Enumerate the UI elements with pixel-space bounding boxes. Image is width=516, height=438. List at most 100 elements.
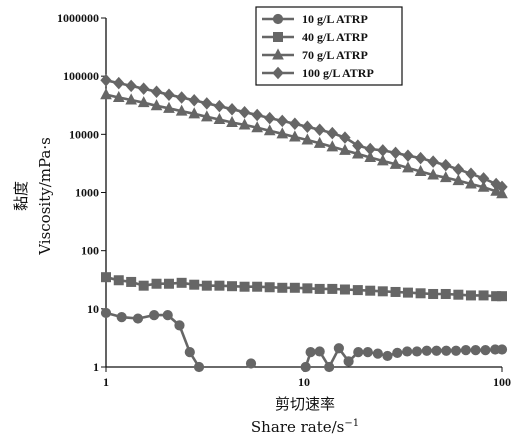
data-point — [480, 345, 491, 356]
data-point — [238, 105, 251, 119]
legend-marker — [272, 13, 284, 25]
data-point — [176, 277, 187, 288]
data-point — [402, 149, 414, 162]
y-tick-label: 100000 — [63, 69, 99, 83]
data-point — [251, 121, 263, 133]
data-point — [372, 348, 383, 359]
data-point — [453, 289, 464, 300]
data-point — [125, 93, 137, 105]
data-point — [339, 131, 351, 144]
data-point — [277, 282, 288, 293]
data-point — [365, 285, 376, 296]
data-point — [302, 283, 313, 294]
y-tick-label: 1000000 — [57, 11, 99, 25]
data-point — [100, 307, 112, 319]
data-point — [364, 150, 377, 162]
x-axis-title-cn: 剪切速率 — [275, 395, 335, 413]
data-point — [150, 85, 163, 98]
data-point — [402, 287, 413, 298]
data-point — [252, 281, 263, 292]
data-point — [138, 82, 150, 95]
plot-series — [100, 74, 508, 373]
data-point — [100, 74, 112, 87]
x-axis-title-en-main: Share rate/s — [251, 418, 344, 436]
data-point — [477, 172, 490, 185]
x-tick-label: 10 — [298, 375, 310, 389]
data-point — [101, 272, 111, 283]
data-point — [264, 282, 275, 293]
data-point — [113, 76, 125, 90]
data-point — [251, 108, 263, 122]
y-axis-title-en: Viscosity/mPa·s — [36, 137, 54, 256]
data-point — [313, 136, 326, 148]
data-point — [163, 101, 175, 113]
data-point — [440, 158, 452, 172]
x-tick-label: 1 — [103, 375, 109, 389]
data-point — [427, 155, 439, 168]
data-point — [353, 347, 364, 358]
data-point — [376, 154, 389, 166]
data-point — [263, 124, 276, 136]
data-point — [149, 310, 160, 321]
data-point — [305, 347, 316, 358]
data-point — [339, 143, 351, 155]
data-point — [421, 345, 432, 356]
data-point — [497, 291, 507, 302]
data-point — [439, 171, 452, 183]
x-tick-label: 100 — [493, 375, 511, 389]
legend: 10 g/L ATRP 40 g/L ATRP 70 g/L ATRP 100 g/L… — [255, 6, 403, 86]
series-1 — [100, 307, 508, 373]
data-point — [402, 346, 413, 357]
data-point — [200, 110, 213, 122]
x-axis-title-en-sup: −1 — [344, 418, 359, 429]
tick-labels: 1 10 100 1000 10000 100000 1000000 1 10 100 — [57, 11, 511, 389]
y-tick-label: 10000 — [69, 127, 99, 141]
data-point — [411, 346, 423, 357]
data-point — [125, 79, 137, 93]
data-point — [189, 279, 200, 290]
data-point — [289, 117, 301, 130]
data-point — [351, 147, 364, 159]
series-2 — [101, 272, 507, 302]
data-point — [441, 345, 452, 356]
y-tick-label: 1000 — [75, 186, 99, 200]
data-point — [326, 140, 339, 152]
data-point — [389, 146, 402, 160]
data-point — [389, 157, 402, 169]
data-point — [382, 350, 393, 362]
data-point — [343, 356, 354, 367]
data-point — [289, 282, 300, 293]
data-point — [163, 278, 174, 289]
data-point — [427, 168, 439, 180]
data-point — [477, 180, 490, 192]
data-point — [113, 275, 124, 286]
data-point — [377, 144, 389, 157]
legend-label: 10 g/L ATRP — [302, 12, 368, 26]
data-point — [300, 361, 311, 373]
data-point — [301, 133, 314, 145]
legend-marker — [273, 32, 283, 42]
data-point — [352, 139, 364, 152]
data-point — [137, 96, 150, 108]
data-point — [289, 130, 301, 142]
data-point — [226, 102, 238, 116]
y-axis-title-cn: 黏度 — [12, 181, 30, 211]
data-point — [431, 345, 442, 356]
data-point — [163, 88, 175, 101]
data-point — [193, 361, 205, 373]
legend-marker — [272, 48, 284, 60]
data-point — [470, 345, 481, 356]
data-point — [201, 280, 212, 291]
data-point — [151, 278, 162, 289]
data-point — [496, 344, 508, 355]
data-point — [490, 184, 502, 196]
data-point — [414, 164, 427, 176]
data-point — [175, 91, 188, 104]
legend-label: 70 g/L ATRP — [302, 48, 368, 62]
data-point — [138, 280, 149, 291]
data-point — [352, 285, 363, 296]
data-point — [428, 288, 439, 299]
data-point — [227, 281, 238, 292]
data-point — [364, 142, 376, 156]
